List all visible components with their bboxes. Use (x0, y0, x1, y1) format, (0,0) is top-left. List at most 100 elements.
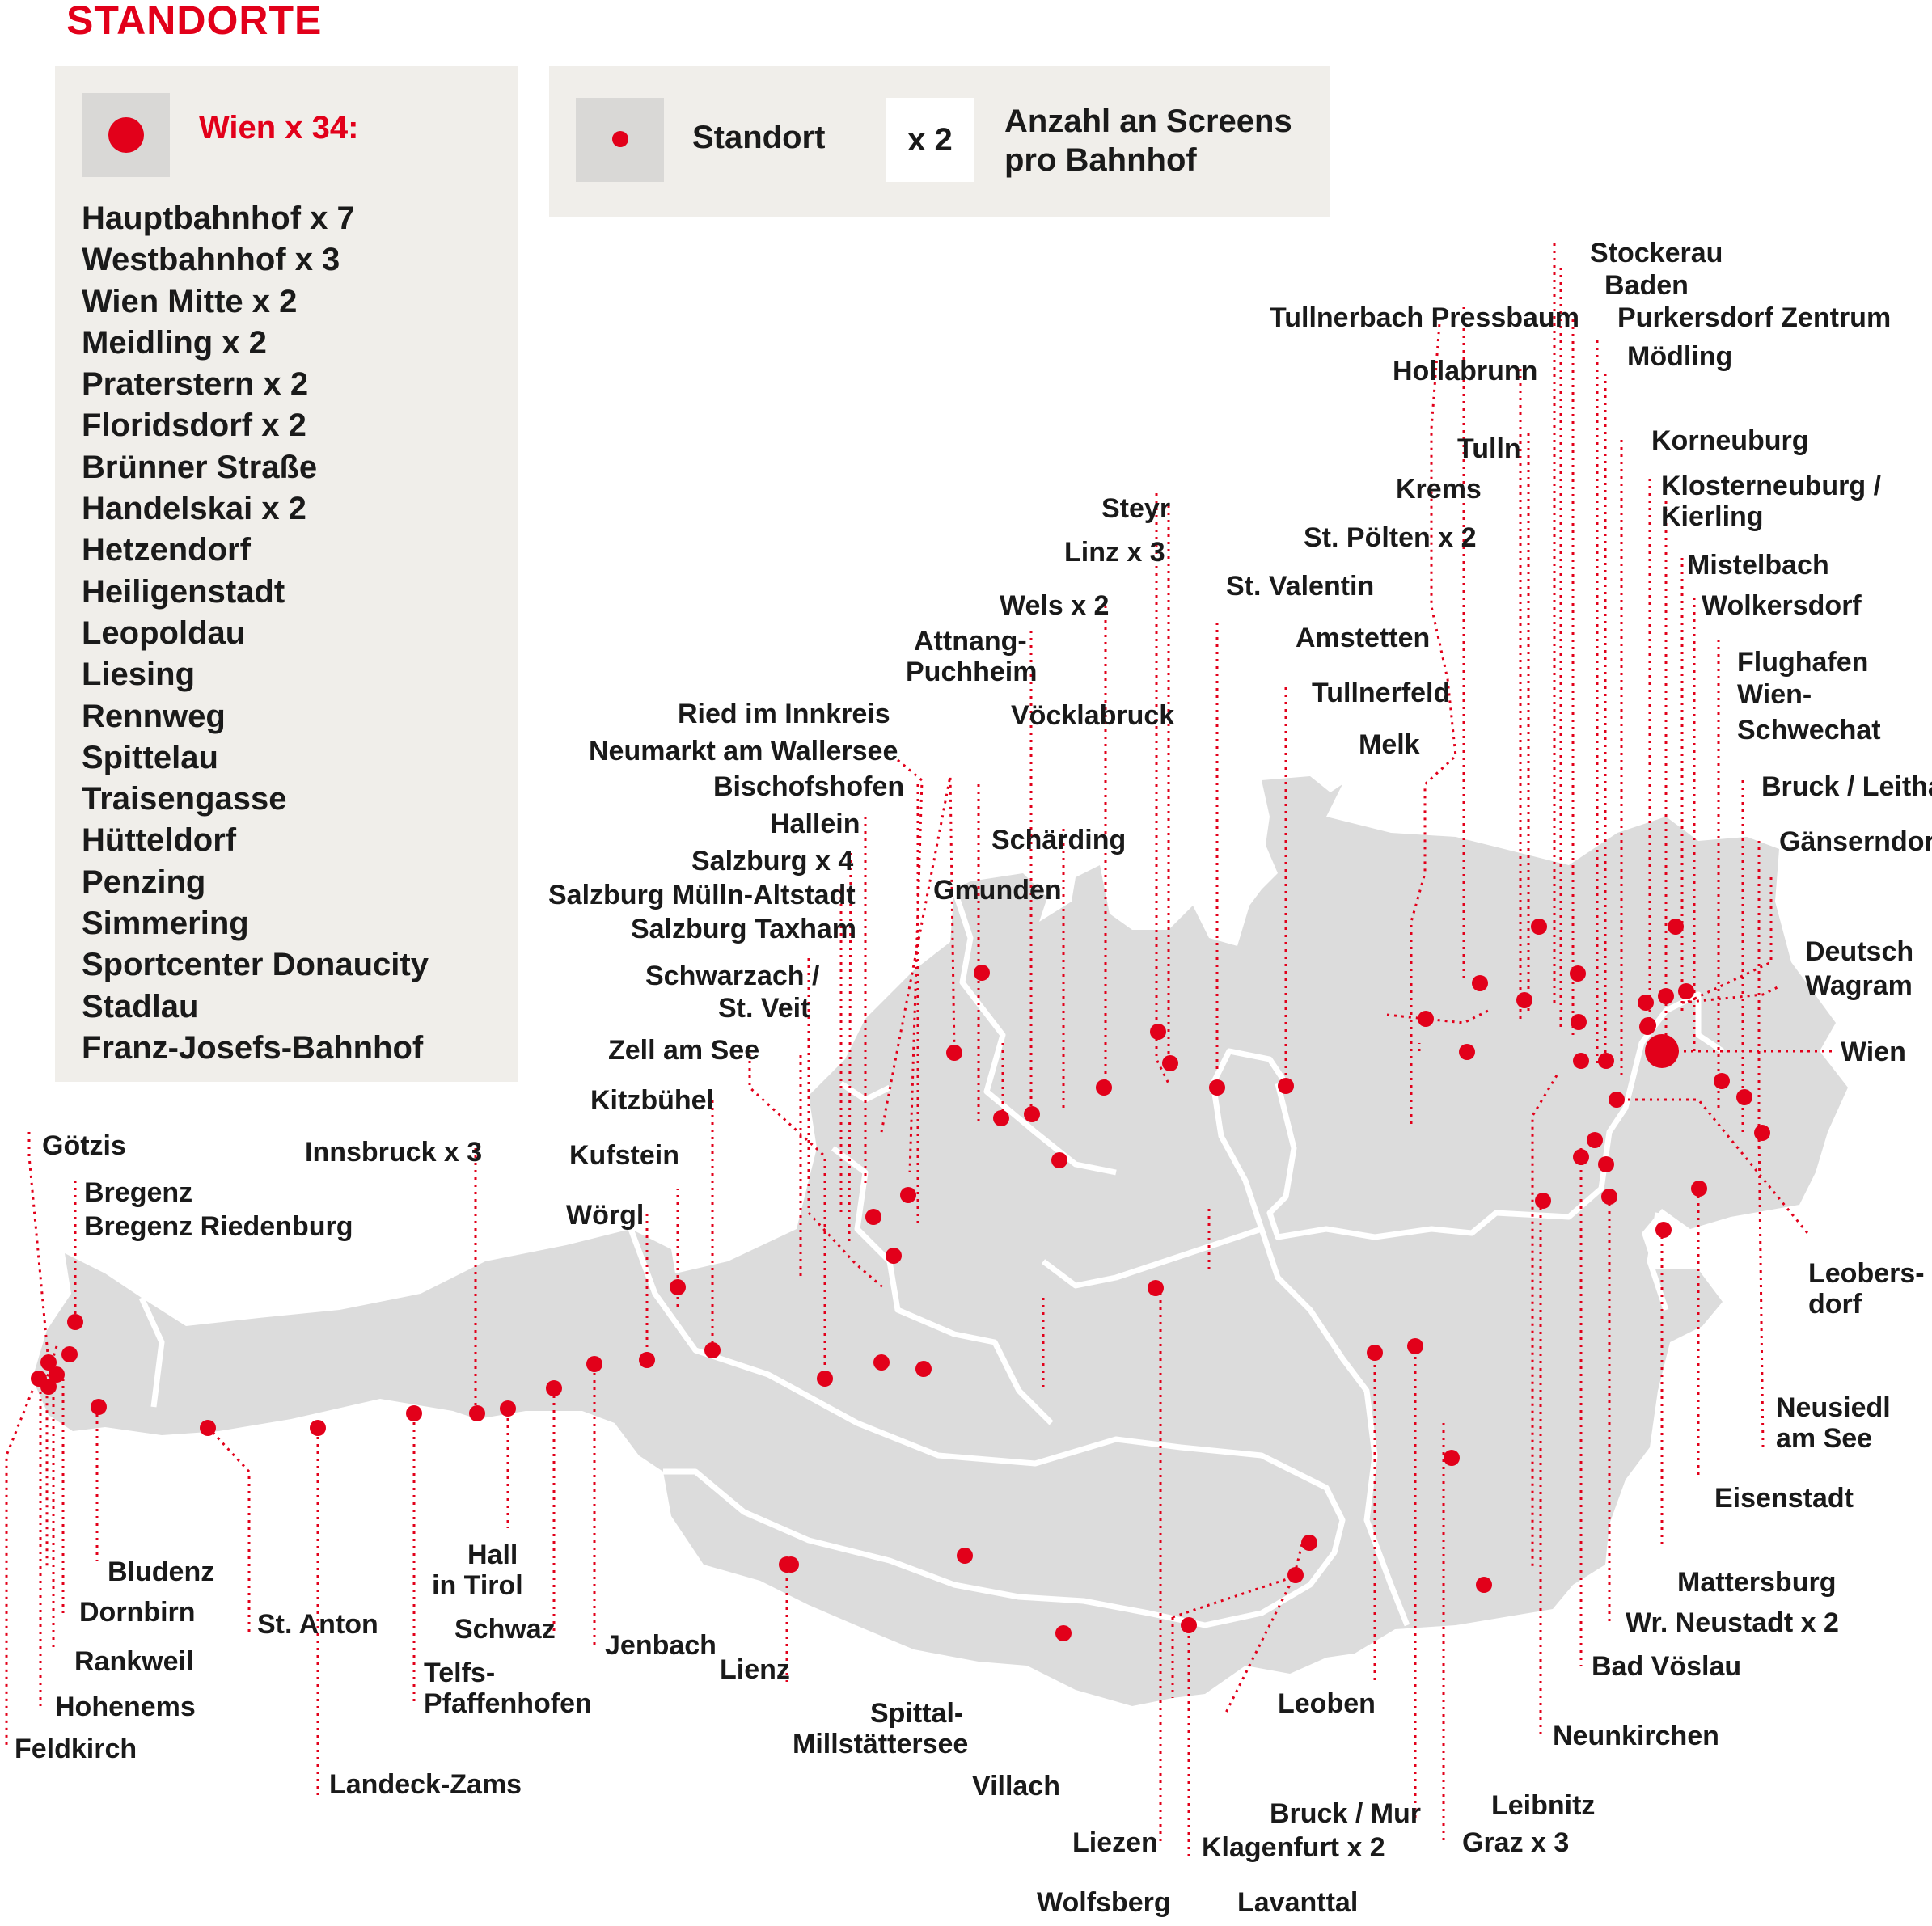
wien-station: Penzing (82, 864, 206, 900)
wien-station: Floridsdorf x 2 (82, 408, 306, 444)
location-label: Bruck / Mur (1270, 1798, 1421, 1829)
location-label: Mödling (1627, 341, 1732, 372)
location-label: Liezen (1072, 1827, 1158, 1858)
location-label: Bad Vöslau (1592, 1651, 1741, 1682)
location-dot (1150, 1024, 1166, 1040)
location-label: Wolfsberg (1037, 1887, 1171, 1918)
austria-outline (32, 776, 1848, 1706)
location-dot (500, 1400, 516, 1417)
wien-station: Brünner Straße (82, 449, 318, 485)
location-label: Schwechat (1737, 715, 1881, 745)
location-dot (1531, 919, 1547, 935)
location-label: Mistelbach (1687, 550, 1829, 581)
location-dot (1691, 1181, 1707, 1197)
location-label: Krems (1396, 474, 1482, 505)
location-dot (1571, 1014, 1587, 1030)
location-dot (1096, 1079, 1112, 1096)
location-dot (1668, 919, 1684, 935)
location-label: Feldkirch (15, 1734, 137, 1764)
wien-station: Hauptbahnhof x 7 (82, 201, 355, 236)
location-label: Neumarkt am Wallersee (589, 736, 898, 767)
location-label: Wolkersdorf (1702, 590, 1862, 621)
wien-station: Hütteldorf (82, 822, 237, 859)
location-dot (1148, 1280, 1164, 1296)
location-label: Leibnitz (1491, 1790, 1595, 1821)
location-dot (40, 1354, 57, 1371)
location-dot (1476, 1577, 1492, 1593)
location-dot (1418, 1011, 1434, 1027)
location-label: Neusiedl (1776, 1392, 1891, 1423)
location-label: Bruck / Leitha (1761, 771, 1932, 802)
location-dot (957, 1548, 973, 1564)
location-label: Millstättersee (793, 1729, 968, 1759)
location-label: Attnang- (914, 626, 1027, 657)
location-dot (865, 1209, 881, 1225)
location-label: Innsbruck x 3 (305, 1137, 482, 1168)
location-dot (1367, 1345, 1383, 1361)
wien-station: Handelskai x 2 (82, 491, 306, 527)
location-dot (1570, 965, 1586, 982)
wien-station: Simmering (82, 906, 249, 942)
location-label: am See (1776, 1423, 1872, 1454)
location-labels: Götzis Bregenz Bregenz Riedenburg Bluden… (15, 238, 1932, 1918)
location-dot (974, 965, 990, 981)
location-label: Deutsch (1805, 936, 1913, 967)
wien-station: Meidling x 2 (82, 324, 267, 361)
wien-station: Stadlau (82, 988, 199, 1024)
location-label: Wels x 2 (1000, 590, 1109, 621)
location-dot (1573, 1149, 1589, 1165)
location-dot (1055, 1625, 1072, 1641)
location-dot (1658, 988, 1674, 1004)
location-label: Puchheim (906, 657, 1037, 687)
location-label: Schwaz (454, 1614, 556, 1645)
location-label: Bregenz Riedenburg (84, 1211, 353, 1242)
wien-station: Hetzendorf (82, 532, 251, 568)
location-label: Melk (1359, 729, 1420, 760)
location-dot (1655, 1222, 1672, 1238)
location-dot (900, 1187, 916, 1203)
location-dot (1598, 1053, 1614, 1069)
location-label: Tullnerfeld (1312, 678, 1450, 708)
location-dot (1639, 1019, 1655, 1035)
location-label: Salzburg x 4 (691, 846, 853, 876)
location-label: Stockerau (1590, 238, 1723, 268)
location-label: Gänserndorf (1779, 826, 1932, 857)
page-title: STANDORTE (66, 0, 323, 43)
wien-station: Franz-Josefs-Bahnhof (82, 1029, 424, 1066)
location-dot (546, 1380, 562, 1396)
location-dot (49, 1366, 65, 1383)
location-label: Wörgl (566, 1200, 644, 1231)
location-label: Götzis (42, 1130, 126, 1161)
location-dot (586, 1356, 602, 1372)
location-label: Lavanttal (1237, 1887, 1358, 1918)
location-label: in Tirol (432, 1570, 523, 1601)
location-dot (873, 1354, 890, 1371)
location-label: Wien- (1737, 679, 1812, 710)
location-dot (1535, 1193, 1551, 1209)
location-dot (67, 1314, 83, 1330)
location-label: Lienz (720, 1654, 790, 1685)
location-dot (1209, 1079, 1225, 1096)
location-label: Hohenems (55, 1692, 196, 1722)
location-dot (704, 1342, 721, 1358)
location-dot (1278, 1078, 1294, 1094)
location-dot (1024, 1106, 1040, 1122)
location-label: Spittal- (870, 1698, 963, 1729)
leader-lines (5, 243, 1836, 1860)
wien-station: Liesing (82, 657, 196, 693)
location-dot (1472, 975, 1488, 991)
location-dot (1638, 995, 1654, 1011)
location-dot (670, 1279, 686, 1295)
wien-station: Sportcenter Donaucity (82, 947, 429, 983)
wien-panel (55, 66, 518, 1082)
location-label: Baden (1604, 270, 1689, 301)
location-dot (61, 1346, 78, 1362)
location-label: Vöcklabruck (1011, 700, 1174, 731)
location-dot (406, 1405, 422, 1421)
standort-dot-icon (612, 131, 628, 147)
location-label: Zell am See (608, 1035, 759, 1066)
legend-screens-label-line2: pro Bahnhof (1004, 142, 1197, 178)
location-label: Pfaffenhofen (424, 1688, 592, 1719)
legend-standort-label: Standort (692, 120, 826, 155)
wien-station: Spittelau (82, 739, 218, 775)
